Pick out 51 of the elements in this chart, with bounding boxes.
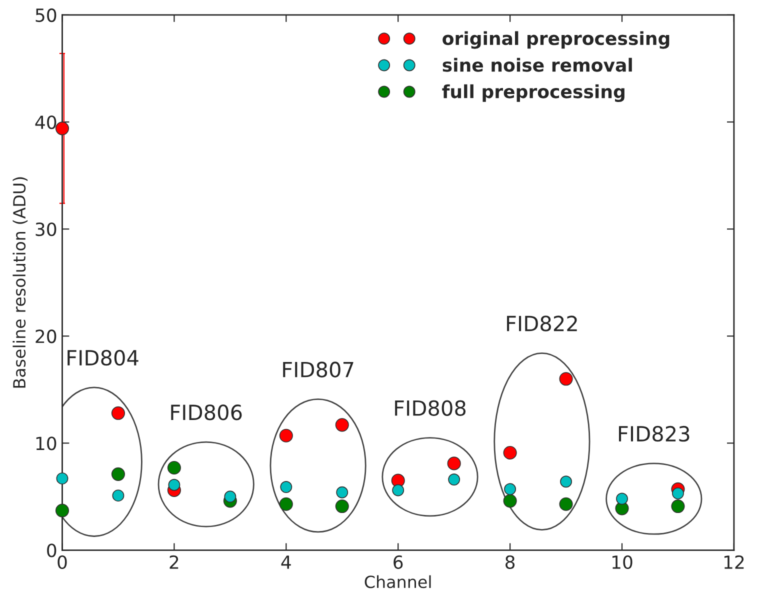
point [560, 476, 572, 488]
point [335, 418, 349, 432]
annotation: FID807 [283, 362, 354, 378]
y-tick-label: 30 [36, 222, 56, 236]
point [335, 499, 349, 514]
y-tick-label: 50 [36, 8, 56, 22]
annotation: FID806 [171, 404, 242, 420]
x-tick-label: 10 [612, 555, 632, 569]
y-axis-title: Baseline resolution (ADU) [12, 177, 28, 388]
x-tick-label: 12 [724, 555, 744, 569]
legend-label: full preprocessing [442, 84, 624, 102]
point [559, 372, 573, 386]
point [111, 406, 125, 420]
point [336, 486, 348, 498]
y-tick-label: 20 [36, 330, 56, 344]
point [167, 460, 181, 475]
legend-label: sine noise removal [442, 58, 632, 72]
y-tick-label: 0 [47, 544, 56, 558]
x-tick-label: 6 [394, 555, 403, 569]
point [616, 492, 628, 505]
point [672, 487, 684, 500]
point [503, 494, 517, 508]
y-tick-label: 40 [35, 115, 56, 130]
point [392, 484, 404, 496]
x-tick-label: 4 [281, 556, 291, 569]
point [55, 122, 70, 136]
point [279, 497, 293, 511]
annotation: FID823 [618, 426, 690, 442]
point [112, 490, 124, 502]
annotation: FID808 [395, 400, 466, 416]
point [168, 478, 180, 491]
point [671, 499, 685, 514]
annotation: FID804 [68, 350, 138, 366]
x-tick-label: 2 [170, 555, 178, 569]
point [504, 483, 516, 496]
legend-label: original preprocessing [442, 31, 670, 49]
point [559, 497, 573, 511]
annotation: FID822 [507, 316, 577, 332]
point [111, 467, 125, 481]
point [448, 474, 460, 486]
point [280, 481, 292, 493]
x-axis-title: Channel [364, 575, 431, 588]
point [224, 490, 236, 503]
point [55, 504, 70, 518]
point [503, 446, 517, 460]
point [56, 472, 68, 484]
x-tick-label: 8 [506, 555, 515, 569]
x-tick-label: 0 [58, 555, 67, 569]
point [447, 456, 461, 470]
y-tick-label: 10 [36, 436, 56, 450]
point [279, 428, 293, 442]
